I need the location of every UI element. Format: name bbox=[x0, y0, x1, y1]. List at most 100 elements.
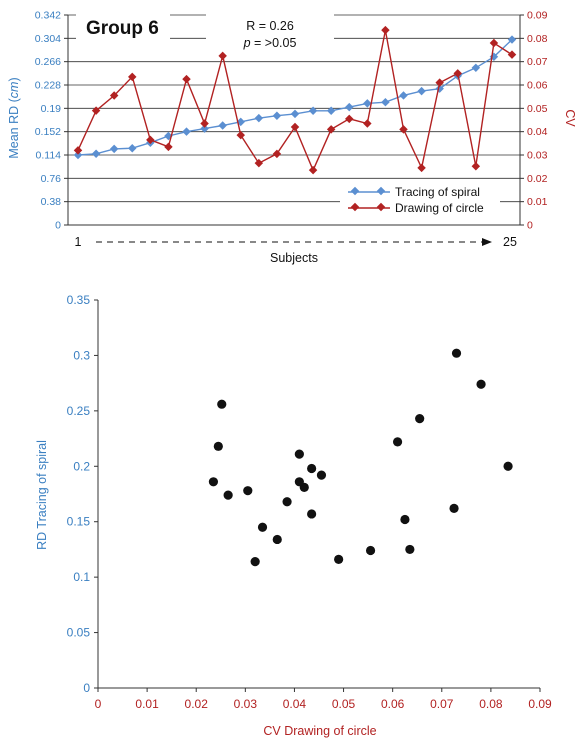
series-marker-circle bbox=[326, 125, 336, 134]
legend-marker-tracing-left bbox=[350, 186, 360, 196]
series-marker-circle bbox=[489, 38, 499, 48]
series-marker-circle bbox=[363, 119, 372, 128]
left-tick-label: 0.152 bbox=[35, 126, 61, 138]
series-marker-circle bbox=[218, 51, 227, 61]
series-marker-circle bbox=[381, 25, 390, 35]
scatter-point bbox=[294, 477, 304, 487]
left-tick-label: 0.38 bbox=[41, 196, 62, 208]
right-tick-label: 0.04 bbox=[527, 126, 548, 138]
scatter-point bbox=[392, 437, 403, 447]
y-tick-label: 0.1 bbox=[73, 570, 90, 584]
legend: Tracing of spiral Drawing of circle bbox=[348, 185, 484, 215]
series-marker-tracing bbox=[290, 109, 300, 119]
scatter-point bbox=[451, 348, 462, 358]
series-marker-tracing bbox=[399, 91, 408, 100]
series-marker-circle bbox=[128, 72, 137, 82]
x-tick-label: 0 bbox=[95, 697, 102, 711]
y-tick-label: 0.35 bbox=[67, 293, 91, 307]
right-tick-label: 0.05 bbox=[527, 103, 548, 115]
chart-axes bbox=[97, 300, 540, 689]
scatter-point bbox=[449, 503, 459, 514]
series-line-tracing bbox=[77, 39, 513, 156]
legend-marker-tracing-right bbox=[376, 186, 386, 196]
scatter-point bbox=[217, 399, 227, 409]
series-marker-circle bbox=[146, 135, 155, 145]
legend-marker-circle-right bbox=[376, 202, 386, 212]
series-marker-circle bbox=[345, 114, 354, 124]
series-marker-circle bbox=[164, 142, 173, 152]
x-axis-title: Subjects bbox=[270, 251, 318, 265]
left-axis-title: Mean RD (cm) bbox=[7, 77, 21, 158]
series-marker-tracing bbox=[308, 106, 318, 116]
series-marker-tracing bbox=[326, 106, 336, 116]
scatter-point bbox=[243, 486, 253, 496]
scatter-point bbox=[307, 509, 317, 519]
series-marker-tracing bbox=[417, 86, 426, 96]
legend-marker-circle-left bbox=[350, 202, 360, 212]
series-marker-circle bbox=[73, 146, 83, 155]
left-tick-label: 0.342 bbox=[35, 10, 61, 22]
title-box bbox=[76, 11, 170, 41]
left-tick-label: 0.266 bbox=[35, 56, 61, 68]
y-axis-title: RD Tracing of spiral bbox=[35, 440, 49, 550]
series-marker-circle bbox=[290, 122, 300, 132]
scatter-chart: 0 0.01 0.02 0.03 0.04 0.05 0.06 0.07 0.08 0.09 00… bbox=[35, 293, 552, 738]
legend-box bbox=[340, 182, 500, 216]
series-marker-circle bbox=[182, 74, 191, 84]
x-end-label: 25 bbox=[503, 235, 517, 249]
series-marker-circle bbox=[399, 125, 408, 134]
x-axis-title: CV Drawing of circle bbox=[263, 724, 376, 738]
series-marker-circle bbox=[236, 130, 245, 140]
right-axis-ticks: 0 0.01 0.02 0.03 0.04 0.05 0.06 0.07 0.08 0.09 bbox=[520, 10, 548, 232]
series-marker-tracing bbox=[345, 102, 354, 112]
scatter-point bbox=[257, 522, 268, 532]
y-tick-label: 0.2 bbox=[73, 459, 90, 473]
chart-title: Group 6 bbox=[86, 18, 159, 39]
scatter-point bbox=[272, 534, 282, 545]
line-chart-group-6: 0 0.38 0.76 0.114 0.152 0.19 0.228 0.266 0.304 0.… bbox=[7, 10, 577, 266]
right-tick-label: 0.08 bbox=[527, 33, 548, 45]
series-marker-circle bbox=[417, 163, 426, 173]
series-marker-circle bbox=[308, 165, 318, 175]
series-marker-tracing bbox=[128, 144, 137, 153]
series-marker-tracing bbox=[91, 149, 101, 159]
series-marker-circle bbox=[471, 161, 481, 171]
x-tick-label: 0.02 bbox=[185, 697, 209, 711]
annotation-p: p = >0.05 bbox=[243, 36, 297, 50]
right-tick-label: 0.01 bbox=[527, 196, 548, 208]
scatter-points bbox=[208, 348, 513, 567]
series-marker-tracing bbox=[200, 124, 209, 133]
right-axis-title: CV bbox=[563, 109, 577, 127]
left-tick-label: 0.76 bbox=[41, 173, 62, 185]
series-marker-circle bbox=[109, 91, 119, 100]
scatter-point bbox=[250, 557, 260, 567]
y-tick-label: 0.15 bbox=[67, 515, 91, 529]
scatter-point bbox=[503, 461, 513, 471]
left-tick-label: 0.114 bbox=[36, 150, 62, 162]
right-tick-label: 0.07 bbox=[527, 56, 548, 68]
scatter-point bbox=[223, 490, 233, 500]
x-arrow-head bbox=[482, 238, 492, 246]
scatter-point bbox=[208, 477, 219, 487]
y-tick-label: 0.05 bbox=[67, 626, 91, 640]
right-tick-label: 0.02 bbox=[527, 173, 548, 185]
x-tick-label: 0.09 bbox=[528, 697, 552, 711]
scatter-point bbox=[282, 497, 292, 507]
series-marker-circle bbox=[435, 78, 444, 87]
scatter-point bbox=[400, 514, 410, 525]
series-marker-tracing bbox=[73, 150, 83, 160]
annotation-p-rest: = >0.05 bbox=[251, 36, 297, 50]
annotation-p-italic: p bbox=[243, 36, 251, 50]
stats-annotation-box bbox=[206, 14, 334, 52]
series-marker-tracing bbox=[272, 111, 282, 120]
series-marker-circle bbox=[254, 158, 264, 168]
x-tick-label: 0.01 bbox=[135, 697, 159, 711]
x-axis-ticks: 0 0.01 0.02 0.03 0.04 0.05 0.06 0.07 0.08 0.09 bbox=[95, 688, 552, 711]
series-marker-circle bbox=[91, 106, 101, 115]
scatter-point bbox=[294, 449, 304, 459]
right-tick-label: 0.03 bbox=[527, 150, 548, 162]
series-marker-tracing bbox=[182, 127, 191, 136]
chart-axes bbox=[67, 15, 521, 226]
x-tick-label: 0.03 bbox=[234, 697, 258, 711]
series-marker-tracing bbox=[363, 99, 372, 108]
